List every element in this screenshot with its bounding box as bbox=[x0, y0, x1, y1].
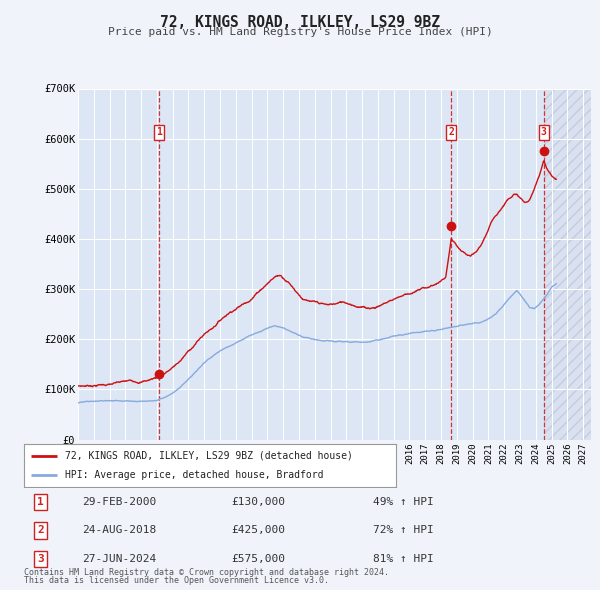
Text: 27-JUN-2024: 27-JUN-2024 bbox=[82, 554, 156, 563]
Text: 72, KINGS ROAD, ILKLEY, LS29 9BZ (detached house): 72, KINGS ROAD, ILKLEY, LS29 9BZ (detach… bbox=[65, 451, 353, 461]
Text: HPI: Average price, detached house, Bradford: HPI: Average price, detached house, Brad… bbox=[65, 470, 323, 480]
Text: 3: 3 bbox=[37, 554, 44, 563]
Text: 2: 2 bbox=[37, 526, 44, 535]
Text: Price paid vs. HM Land Registry's House Price Index (HPI): Price paid vs. HM Land Registry's House … bbox=[107, 27, 493, 37]
Text: 81% ↑ HPI: 81% ↑ HPI bbox=[373, 554, 434, 563]
Text: 3: 3 bbox=[541, 127, 547, 137]
Text: 29-FEB-2000: 29-FEB-2000 bbox=[82, 497, 156, 507]
Text: Contains HM Land Registry data © Crown copyright and database right 2024.: Contains HM Land Registry data © Crown c… bbox=[24, 568, 389, 577]
Text: 24-AUG-2018: 24-AUG-2018 bbox=[82, 526, 156, 535]
Text: This data is licensed under the Open Government Licence v3.0.: This data is licensed under the Open Gov… bbox=[24, 576, 329, 585]
Text: 72% ↑ HPI: 72% ↑ HPI bbox=[373, 526, 434, 535]
Text: £130,000: £130,000 bbox=[232, 497, 286, 507]
Text: 49% ↑ HPI: 49% ↑ HPI bbox=[373, 497, 434, 507]
Text: £575,000: £575,000 bbox=[232, 554, 286, 563]
Text: 72, KINGS ROAD, ILKLEY, LS29 9BZ: 72, KINGS ROAD, ILKLEY, LS29 9BZ bbox=[160, 15, 440, 30]
Text: £425,000: £425,000 bbox=[232, 526, 286, 535]
Text: 1: 1 bbox=[37, 497, 44, 507]
Text: 1: 1 bbox=[157, 127, 162, 137]
Text: 2: 2 bbox=[448, 127, 454, 137]
